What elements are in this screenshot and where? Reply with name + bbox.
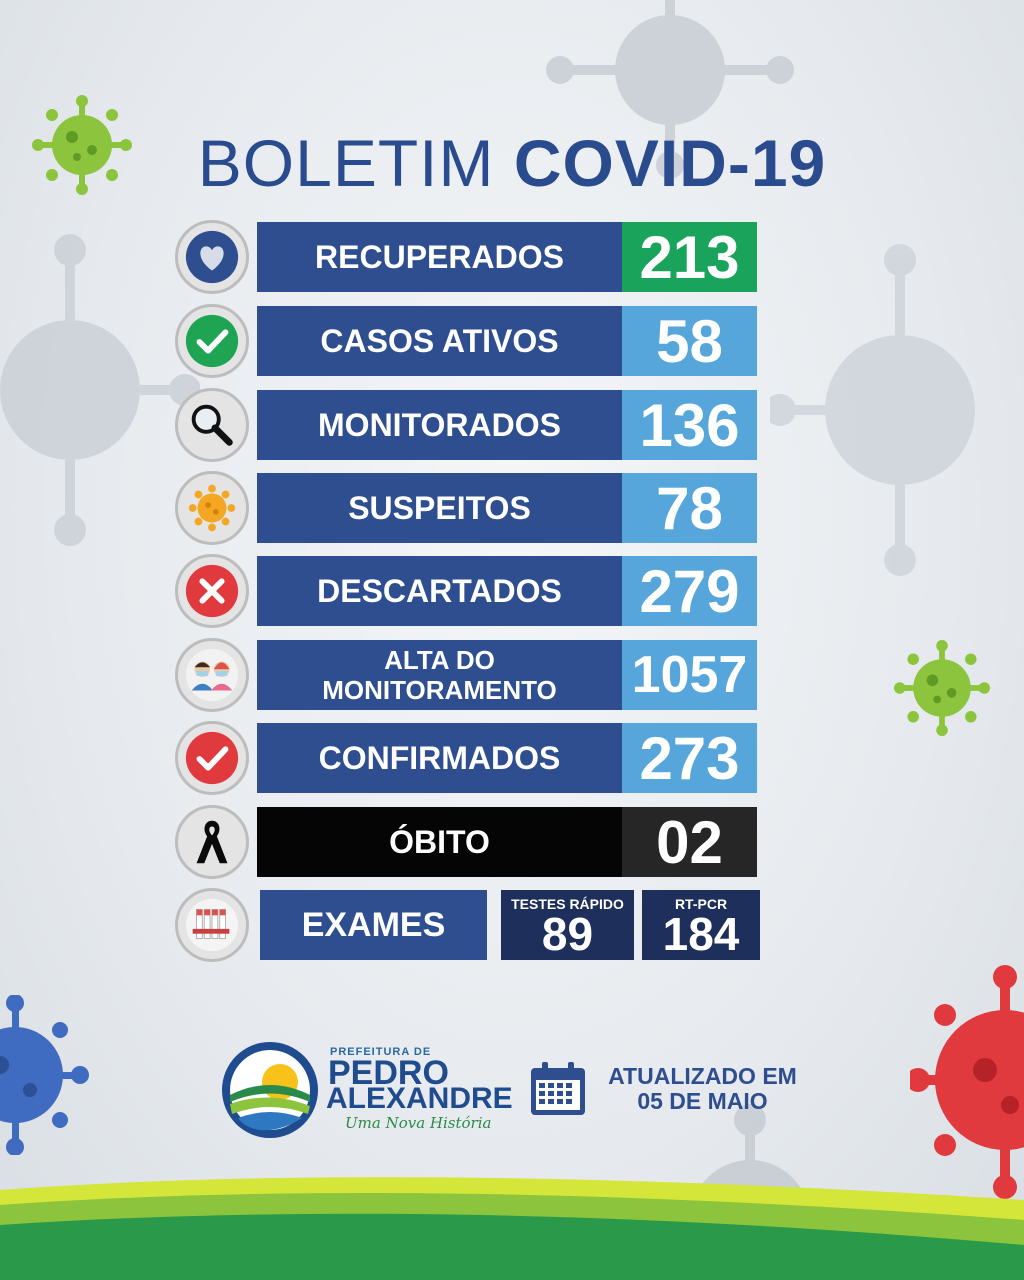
stat-value: 58 xyxy=(622,306,757,376)
x-icon xyxy=(175,554,249,628)
updated-date: ATUALIZADO EM 05 DE MAIO xyxy=(595,1064,810,1114)
stat-label: CONFIRMADOS xyxy=(257,723,622,793)
stat-value: 1057 xyxy=(622,640,757,710)
red-virus-icon xyxy=(910,965,1024,1199)
stat-label: RECUPERADOS xyxy=(257,222,622,292)
rapid-test-label: TESTES RÁPIDO xyxy=(511,896,624,912)
rapid-test-value: 89 xyxy=(541,908,594,960)
stat-value: 279 xyxy=(622,556,757,626)
stat-label: ÓBITO xyxy=(257,807,622,877)
stat-value: 213 xyxy=(622,222,757,292)
people-icon xyxy=(175,638,249,712)
stat-label: ALTA DO MONITORAMENTO xyxy=(257,640,622,710)
title-part1: BOLETIM xyxy=(197,126,495,200)
bg-virus-gray-icon xyxy=(546,0,794,179)
rt-pcr-label: RT-PCR xyxy=(674,896,728,912)
title-part2: COVID-19 xyxy=(513,126,827,200)
stat-row-descartados: DESCARTADOS 279 xyxy=(175,554,760,628)
updated-line1: ATUALIZADO EM xyxy=(608,1063,797,1089)
check-icon xyxy=(175,304,249,378)
rapid-test-box: TESTES RÁPIDO 89 xyxy=(501,890,634,960)
stat-row-obito: ÓBITO 02 xyxy=(175,805,760,879)
updated-line2: 05 DE MAIO xyxy=(637,1088,768,1114)
bg-virus-gray-left-icon xyxy=(0,234,200,546)
page-title: BOLETIM COVID-19 xyxy=(0,125,1024,201)
stat-label: SUSPEITOS xyxy=(257,473,622,543)
stat-label-line2: MONITORAMENTO xyxy=(322,675,557,705)
exames-label: EXAMES xyxy=(260,890,487,960)
stat-row-exames: EXAMES TESTES RÁPIDO 89 RT-PCR 184 xyxy=(175,888,760,962)
stat-row-suspeitos: SUSPEITOS 78 xyxy=(175,471,760,545)
stat-label: CASOS ATIVOS xyxy=(257,306,622,376)
bottom-waves-decoration xyxy=(0,1177,1024,1280)
stat-row-confirmados: CONFIRMADOS 273 xyxy=(175,721,760,795)
brand-line2: ALEXANDRE xyxy=(326,1082,513,1115)
green-virus-icon xyxy=(32,95,132,195)
blue-virus-icon xyxy=(0,995,89,1155)
stat-row-alta-monitoramento: ALTA DO MONITORAMENTO 1057 xyxy=(175,638,760,712)
stat-row-recuperados: RECUPERADOS 213 xyxy=(175,220,760,294)
brand-prefeitura: PREFEITURA DE xyxy=(330,1046,432,1058)
bg-virus-gray-right-icon xyxy=(770,244,975,576)
calendar-icon xyxy=(531,1062,585,1115)
stat-value: 78 xyxy=(622,473,757,543)
green-virus-right-icon xyxy=(894,640,990,736)
brand-slogan: Uma Nova História xyxy=(345,1114,492,1132)
rt-pcr-box: RT-PCR 184 xyxy=(642,890,760,960)
stat-value: 02 xyxy=(622,807,757,877)
virus-icon xyxy=(175,471,249,545)
test-tubes-icon xyxy=(175,888,249,962)
stat-label: DESCARTADOS xyxy=(257,556,622,626)
stat-row-casos-ativos: CASOS ATIVOS 58 xyxy=(175,304,760,378)
brand-line1: PEDRO xyxy=(328,1054,449,1092)
magnifier-icon xyxy=(175,388,249,462)
heart-icon xyxy=(175,220,249,294)
stat-value: 136 xyxy=(622,390,757,460)
stat-value: 273 xyxy=(622,723,757,793)
red-check-icon xyxy=(175,721,249,795)
stat-label: MONITORADOS xyxy=(257,390,622,460)
stat-row-monitorados: MONITORADOS 136 xyxy=(175,388,760,462)
stat-label-line1: ALTA DO xyxy=(384,645,495,675)
mourning-ribbon-icon xyxy=(175,805,249,879)
rt-pcr-value: 184 xyxy=(662,908,740,960)
pedro-alexandre-logo-icon xyxy=(222,1042,318,1138)
